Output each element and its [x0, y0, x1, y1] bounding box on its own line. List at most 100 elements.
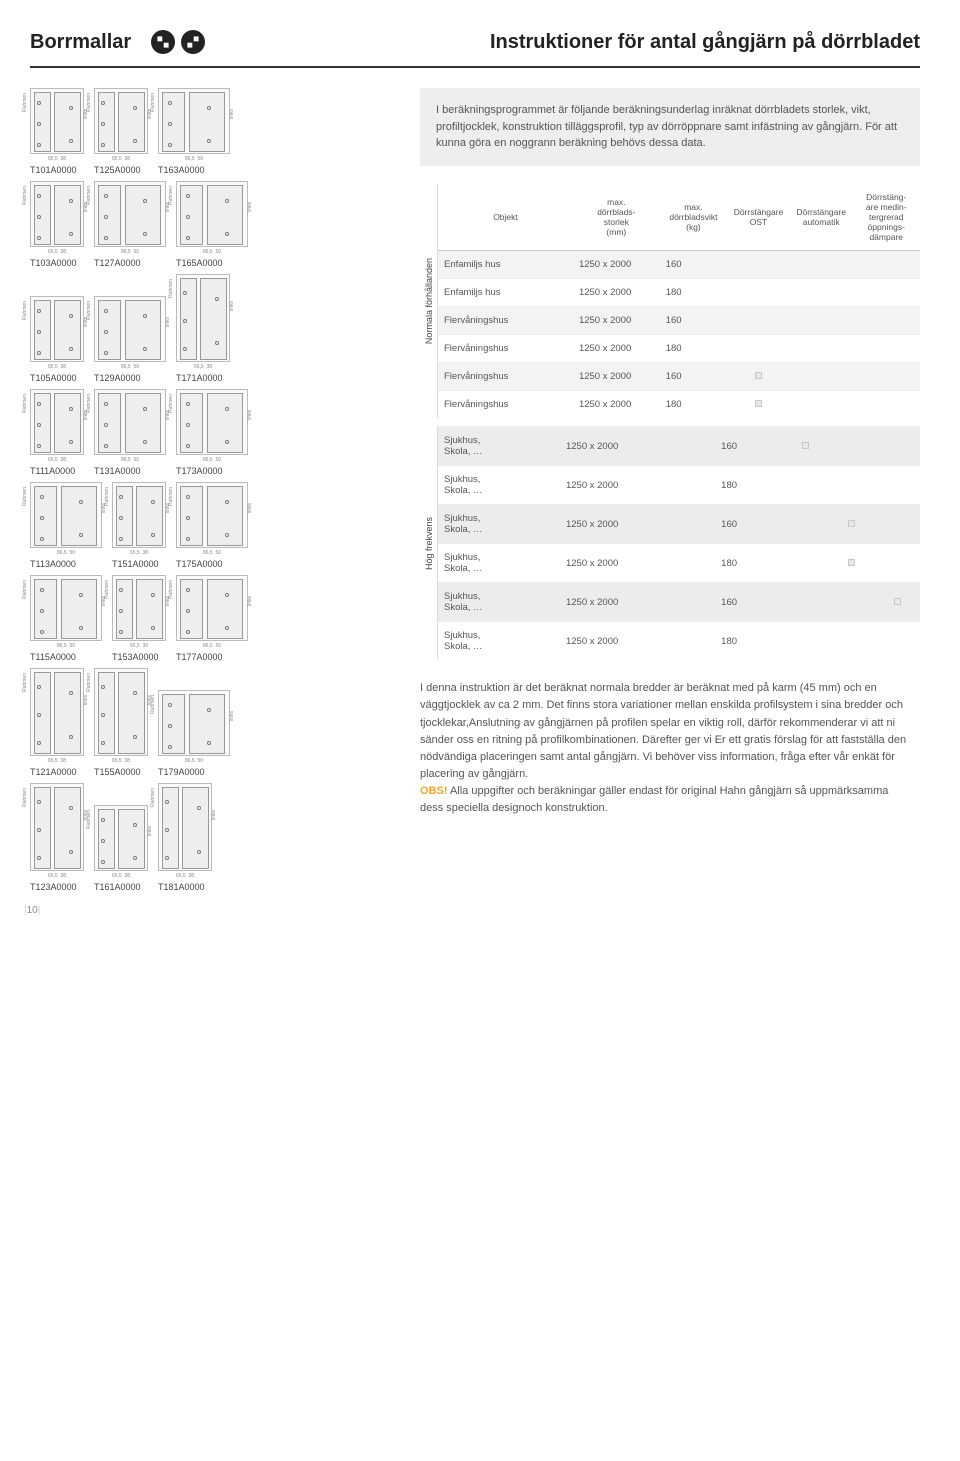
- dot-marker: [894, 598, 901, 605]
- table-row: Enfamiljs hus 1250 x 2000 180: [438, 279, 920, 307]
- template-cell: Rahmen links 86,5 50T129A0000: [94, 296, 166, 383]
- cell-vikt: 180: [715, 466, 782, 505]
- th-storlek: max.dörrblads-storlek(mm): [573, 184, 660, 251]
- template-label: T103A0000: [30, 258, 77, 268]
- template-cell: Rahmen links 65,5 38T121A0000: [30, 668, 84, 777]
- cell-automatik: [828, 427, 874, 466]
- template-cell: Rahmen links 65,5 38T153A0000: [112, 575, 166, 662]
- cell-vikt: 180: [660, 335, 727, 363]
- cell-objekt: Enfamiljs hus: [438, 279, 573, 307]
- template-cell: Rahmen links 86,5 50T165A0000: [176, 181, 248, 268]
- template-cell: Rahmen links 86,5 50T175A0000: [176, 482, 248, 569]
- cell-objekt: Enfamiljs hus: [438, 251, 573, 279]
- template-label: T115A0000: [30, 652, 76, 662]
- cell-dampare: [852, 251, 920, 279]
- section-label: Hög frekvens: [422, 517, 436, 570]
- table-row: Sjukhus,Skola, … 1250 x 2000 160: [438, 505, 920, 544]
- table-row: Sjukhus,Skola, … 1250 x 2000 160: [438, 583, 920, 622]
- cell-vikt: 180: [660, 391, 727, 419]
- template-cell: Rahmen links 86,5 50T131A0000: [94, 389, 166, 476]
- dot-marker: [848, 520, 855, 527]
- cell-automatik: [828, 466, 874, 505]
- cell-objekt: Flervåningshus: [438, 307, 573, 335]
- template-cell: Rahmen links 86,5 50T179A0000: [158, 690, 230, 777]
- template-label: T127A0000: [94, 258, 141, 268]
- th-ost: DörrstängareOST: [727, 184, 790, 251]
- template-cell: Rahmen links 65,5 38T103A0000: [30, 181, 84, 268]
- cell-storlek: 1250 x 2000: [573, 335, 660, 363]
- cell-dampare: [874, 583, 920, 622]
- cell-objekt: Sjukhus,Skola, …: [438, 583, 560, 622]
- cell-vikt: 180: [715, 622, 782, 661]
- template-cell: Rahmen links 86,5 50T163A0000: [158, 88, 230, 175]
- intro-box: I beräkningsprogrammet är följande beräk…: [420, 88, 920, 166]
- footnote: I denna instruktion är det beräknat norm…: [420, 680, 920, 816]
- template-cell: Rahmen links 65,5 38T125A0000: [94, 88, 148, 175]
- template-cell: Rahmen links 65,5 38T155A0000: [94, 668, 148, 777]
- template-cell: Rahmen links 86,5 50T173A0000: [176, 389, 248, 476]
- spec-section: Normala förhållanden Objekt max.dörrblad…: [420, 184, 920, 419]
- cell-ost: [782, 622, 828, 661]
- cell-ost: [727, 391, 790, 419]
- cell-automatik: [828, 583, 874, 622]
- template-cell: Rahmen links 65,5 38T105A0000: [30, 296, 84, 383]
- cell-storlek: 1250 x 2000: [560, 427, 715, 466]
- th-dampare: Dörrstäng-are medin-tergreradöppnings-dä…: [852, 184, 920, 251]
- template-cell: Rahmen links 65,5 38T101A0000: [30, 88, 84, 175]
- table-row: Flervåningshus 1250 x 2000 160: [438, 363, 920, 391]
- cell-objekt: Flervåningshus: [438, 335, 573, 363]
- cell-objekt: Sjukhus,Skola, …: [438, 427, 560, 466]
- obs-label: OBS!: [420, 785, 448, 797]
- cell-dampare: [874, 466, 920, 505]
- cell-automatik: [790, 251, 853, 279]
- cell-storlek: 1250 x 2000: [573, 307, 660, 335]
- title-left: Borrmallar: [30, 31, 131, 54]
- template-label: T113A0000: [30, 559, 76, 569]
- cell-automatik: [828, 505, 874, 544]
- cell-ost: [727, 307, 790, 335]
- cell-ost: [782, 505, 828, 544]
- table-row: Sjukhus,Skola, … 1250 x 2000 180: [438, 466, 920, 505]
- cell-ost: [727, 363, 790, 391]
- templates-column: Rahmen links 65,5 38T101A0000 Rahmen lin…: [30, 88, 400, 898]
- cell-storlek: 1250 x 2000: [560, 583, 715, 622]
- template-cell: Rahmen links 86,5 50T115A0000: [30, 575, 102, 662]
- cell-ost: [782, 466, 828, 505]
- template-label: T161A0000: [94, 882, 141, 892]
- dot-marker: [755, 400, 762, 407]
- template-cell: Rahmen links 65,5 38T151A0000: [112, 482, 166, 569]
- cell-automatik: [828, 544, 874, 583]
- table-row: Enfamiljs hus 1250 x 2000 160: [438, 251, 920, 279]
- title-right: Instruktioner för antal gångjärn på dörr…: [490, 31, 920, 54]
- cell-objekt: Sjukhus,Skola, …: [438, 544, 560, 583]
- dot-marker: [755, 372, 762, 379]
- cell-vikt: 160: [715, 505, 782, 544]
- cell-vikt: 160: [660, 251, 727, 279]
- cell-objekt: Flervåningshus: [438, 363, 573, 391]
- template-label: T177A0000: [176, 652, 223, 662]
- template-label: T123A0000: [30, 882, 77, 892]
- cell-dampare: [874, 427, 920, 466]
- cell-ost: [727, 279, 790, 307]
- template-cell: Rahmen links 86,5 50T127A0000: [94, 181, 166, 268]
- template-label: T175A0000: [176, 559, 223, 569]
- template-label: T105A0000: [30, 373, 77, 383]
- cell-vikt: 160: [660, 363, 727, 391]
- table-row: Sjukhus,Skola, … 1250 x 2000 180: [438, 622, 920, 661]
- template-label: T101A0000: [30, 165, 77, 175]
- template-cell: Rahmen links 65,5 38T123A0000: [30, 783, 84, 892]
- cell-storlek: 1250 x 2000: [560, 466, 715, 505]
- cell-ost: [727, 251, 790, 279]
- cell-dampare: [874, 544, 920, 583]
- cell-dampare: [852, 307, 920, 335]
- cell-vikt: 160: [715, 427, 782, 466]
- page-header: Borrmallar Instruktioner för antal gångj…: [30, 30, 920, 54]
- cell-automatik: [828, 622, 874, 661]
- cell-dampare: [874, 622, 920, 661]
- template-label: T179A0000: [158, 767, 205, 777]
- template-label: T153A0000: [112, 652, 159, 662]
- template-cell: Rahmen links 65,5 38T181A0000: [158, 783, 212, 892]
- template-label: T129A0000: [94, 373, 141, 383]
- template-cell: Rahmen links 65,5 38T161A0000: [94, 805, 148, 892]
- cell-ost: [782, 583, 828, 622]
